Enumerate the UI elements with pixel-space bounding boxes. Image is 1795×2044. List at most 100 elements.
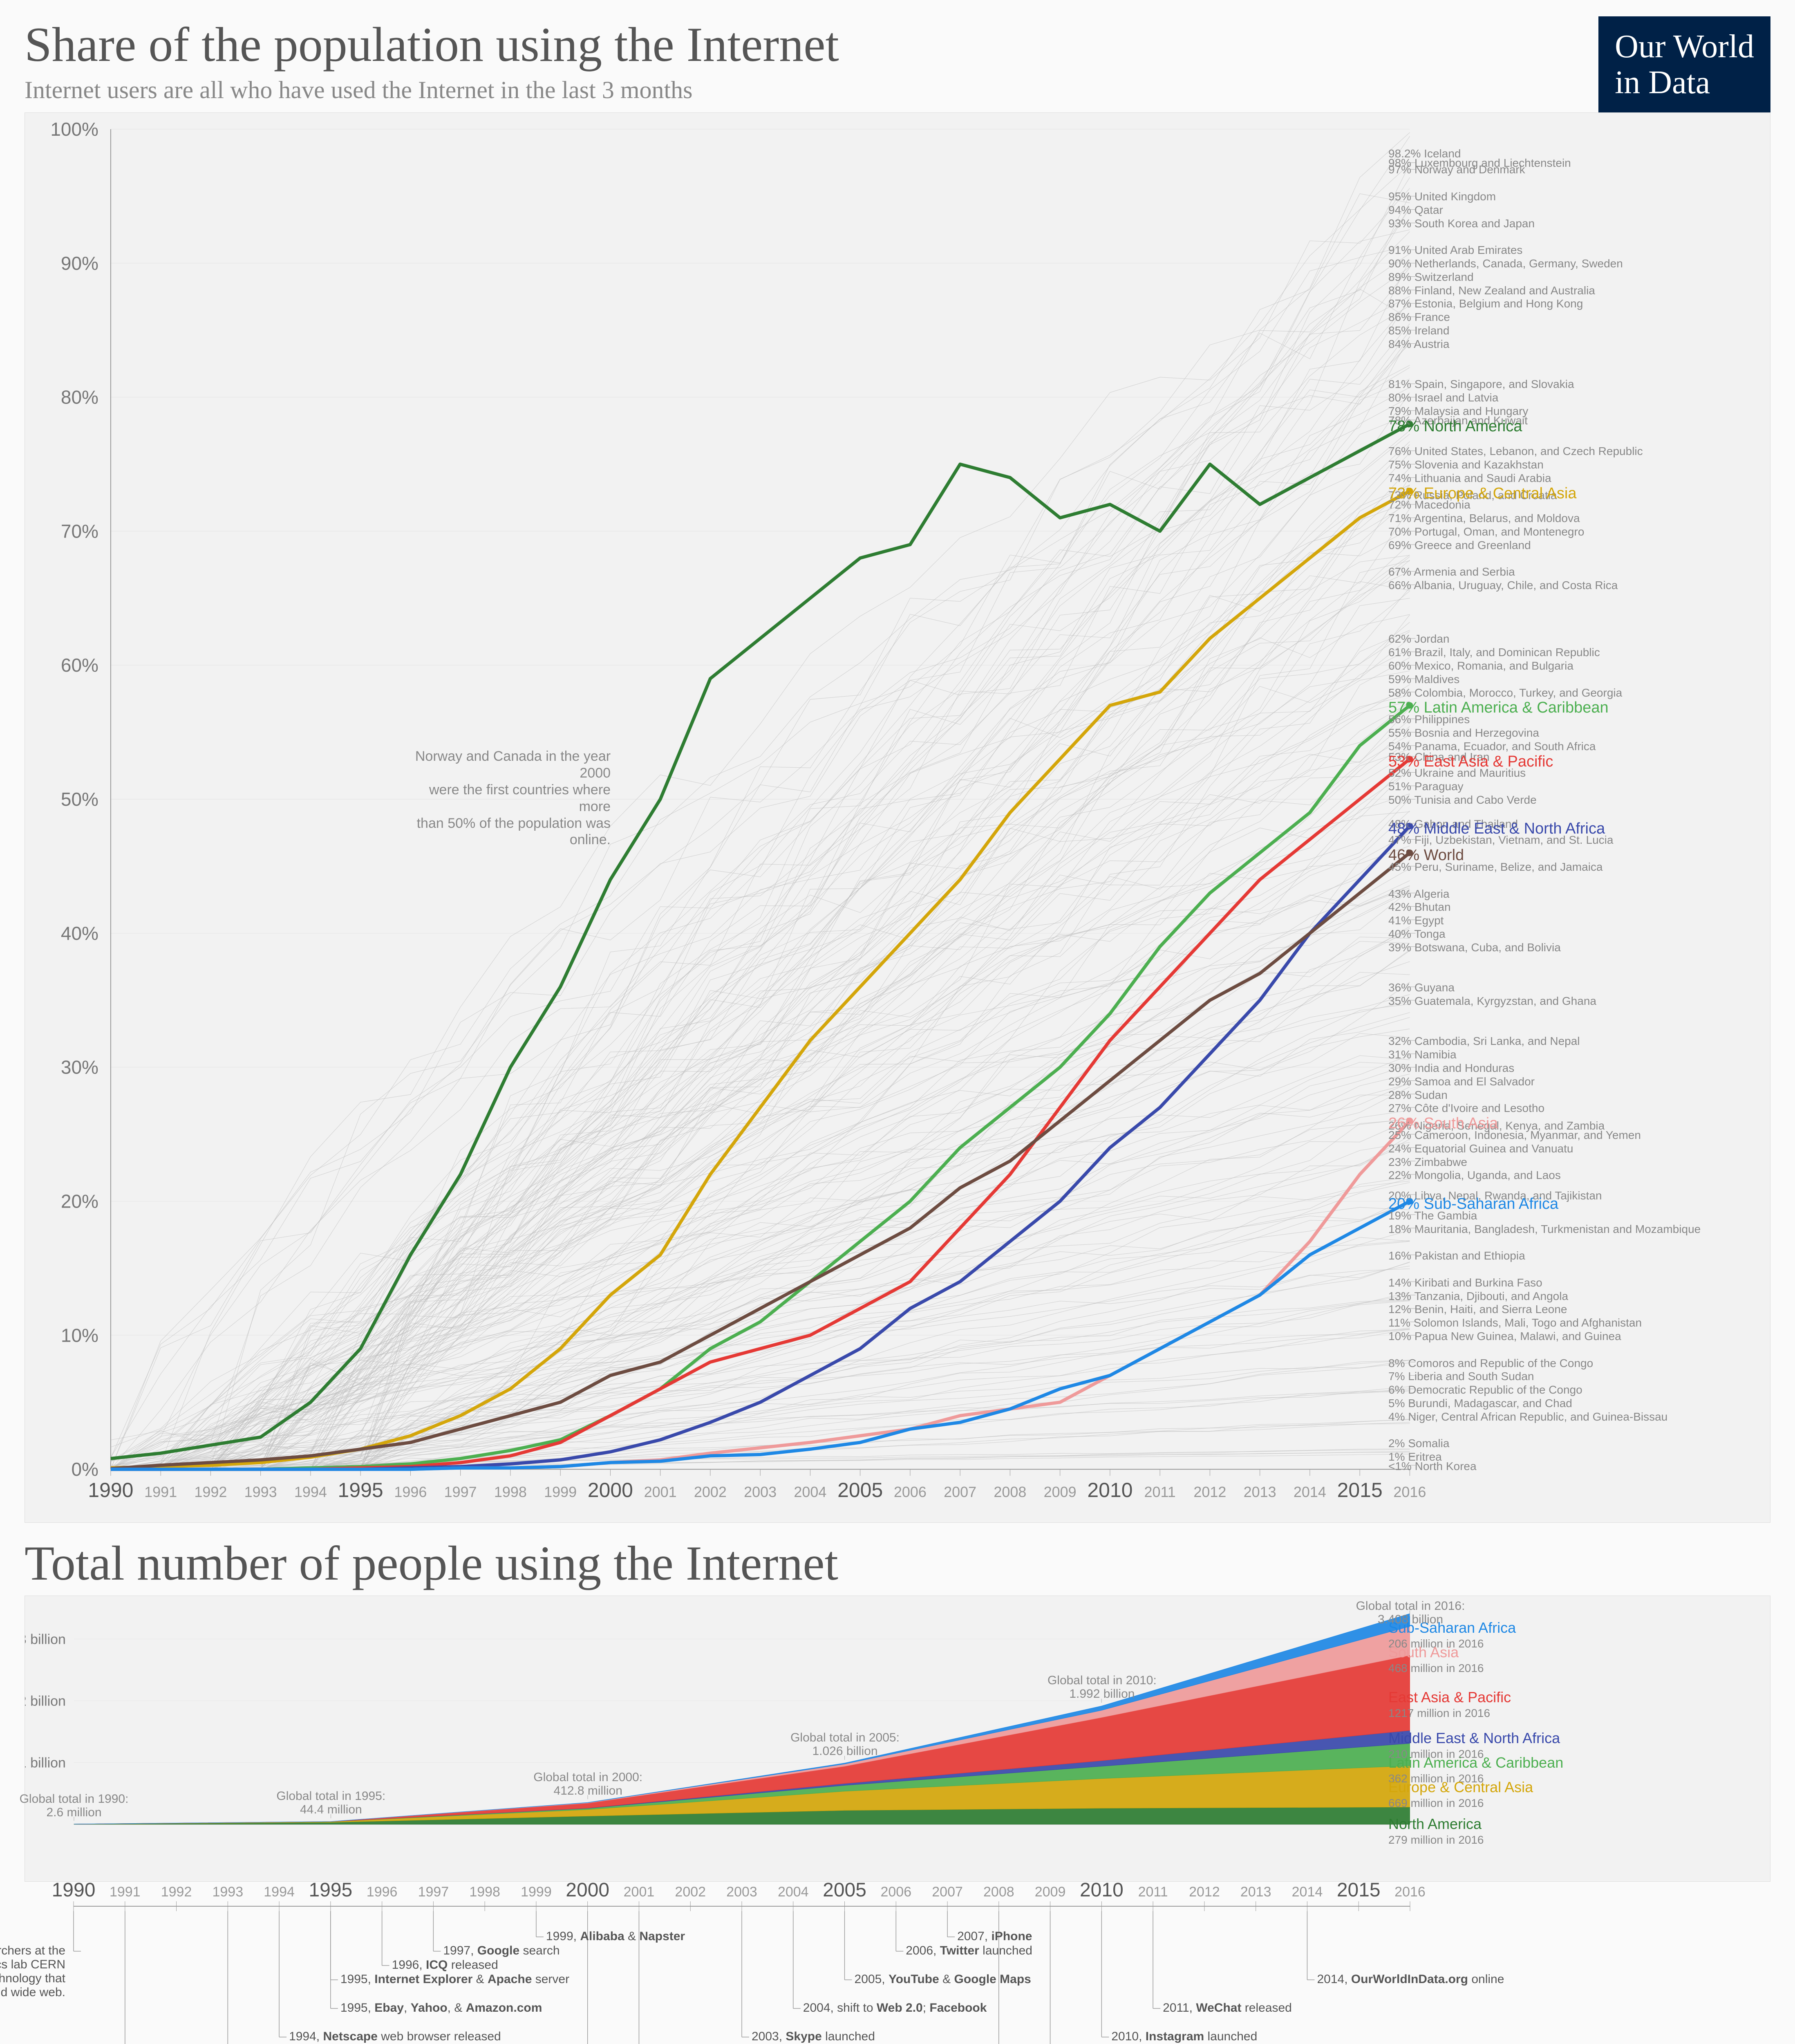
right-label: 22% Mongolia, Uganda, and Laos <box>1388 1169 1561 1181</box>
timeline-event: 1996, ICQ released <box>392 1958 498 1972</box>
svg-text:1994: 1994 <box>264 1884 295 1900</box>
svg-text:2009: 2009 <box>1044 1484 1077 1500</box>
right-label: 11% Solomon Islands, Mali, Togo and Afgh… <box>1388 1317 1642 1329</box>
svg-text:2011: 2011 <box>1144 1484 1175 1500</box>
right-label: 94% Qatar <box>1388 204 1443 216</box>
svg-text:2004: 2004 <box>778 1884 809 1900</box>
svg-text:2010: 2010 <box>1087 1479 1133 1502</box>
svg-text:2002: 2002 <box>694 1484 727 1500</box>
right-label: 90% Netherlands, Canada, Germany, Sweden <box>1388 258 1623 269</box>
country-labels-column: 98.2% Iceland98% Luxembourg and Liechten… <box>1386 113 1770 1522</box>
svg-text:2015: 2015 <box>1337 1882 1381 1901</box>
area-region-label: North America279 million in 2016 <box>1388 1817 1484 1846</box>
right-label: 2% Somalia <box>1388 1437 1449 1449</box>
svg-text:2014: 2014 <box>1294 1484 1326 1500</box>
svg-text:2012: 2012 <box>1193 1484 1226 1500</box>
svg-text:2008: 2008 <box>983 1884 1014 1900</box>
svg-text:40%: 40% <box>61 923 98 944</box>
area-total-annotation: Global total in 1990:2.6 million <box>17 1792 131 1819</box>
svg-text:2005: 2005 <box>837 1479 883 1502</box>
svg-text:1994: 1994 <box>294 1484 327 1500</box>
right-label: 10% Papua New Guinea, Malawi, and Guinea <box>1388 1330 1621 1342</box>
timeline-event: 2007, iPhone <box>957 1930 1032 1943</box>
svg-text:80%: 80% <box>61 387 98 408</box>
right-label: 46% World <box>1388 847 1464 864</box>
svg-text:100%: 100% <box>50 119 98 140</box>
svg-text:2011: 2011 <box>1138 1884 1168 1900</box>
right-label: 51% Paraguay <box>1388 780 1464 792</box>
main-line-chart: 0%10%20%30%40%50%60%70%80%90%100%1990199… <box>25 112 1770 1523</box>
svg-text:1 billion: 1 billion <box>25 1755 66 1771</box>
right-label: 26% South Asia <box>1388 1116 1498 1132</box>
area-total-annotation: Global total in 2010:1.992 billion <box>1045 1674 1159 1701</box>
right-label: 78% North America <box>1388 419 1522 435</box>
svg-text:1999: 1999 <box>544 1484 577 1500</box>
svg-text:2016: 2016 <box>1394 1884 1426 1900</box>
timeline-event: 2005, YouTube & Google Maps <box>855 1972 1031 1986</box>
timeline-event: 1995, Internet Explorer & Apache server <box>340 1972 569 1986</box>
svg-text:1997: 1997 <box>418 1884 449 1900</box>
right-label: 6% Democratic Republic of the Congo <box>1388 1384 1582 1396</box>
right-label: 12% Benin, Haiti, and Sierra Leone <box>1388 1303 1567 1315</box>
right-label: 20% Sub-Saharan Africa <box>1388 1196 1558 1213</box>
svg-text:50%: 50% <box>61 789 98 810</box>
right-label: 40% Tonga <box>1388 928 1446 940</box>
svg-text:1996: 1996 <box>394 1484 427 1500</box>
svg-text:2009: 2009 <box>1035 1884 1066 1900</box>
svg-text:1991: 1991 <box>110 1884 141 1900</box>
svg-text:2012: 2012 <box>1189 1884 1220 1900</box>
second-title: Total number of people using the Interne… <box>25 1535 1770 1591</box>
svg-text:60%: 60% <box>61 654 98 676</box>
right-label: 59% Maldives <box>1388 673 1459 685</box>
right-label: 75% Slovenia and Kazakhstan <box>1388 459 1544 471</box>
svg-text:2014: 2014 <box>1292 1884 1323 1900</box>
svg-text:2 billion: 2 billion <box>25 1693 66 1709</box>
svg-text:2003: 2003 <box>726 1884 757 1900</box>
svg-text:1996: 1996 <box>367 1884 398 1900</box>
area-region-label: Europe & Central Asia669 million in 2016 <box>1388 1780 1533 1809</box>
right-label: 24% Equatorial Guinea and Vanuatu <box>1388 1143 1573 1154</box>
svg-text:1992: 1992 <box>161 1884 192 1900</box>
right-label: 13% Tanzania, Djibouti, and Angola <box>1388 1290 1568 1302</box>
svg-text:1999: 1999 <box>521 1884 552 1900</box>
svg-text:2013: 2013 <box>1244 1484 1276 1500</box>
right-label: 97% Norway and Denmark <box>1388 164 1525 175</box>
main-title: Share of the population using the Intern… <box>25 16 1770 73</box>
svg-text:1990: 1990 <box>52 1882 96 1901</box>
right-label: 66% Albania, Uruguay, Chile, and Costa R… <box>1388 579 1618 591</box>
right-label: 93% South Korea and Japan <box>1388 217 1535 229</box>
svg-text:20%: 20% <box>61 1190 98 1212</box>
area-total-annotation: Global total in 2005:1.026 billion <box>788 1731 902 1758</box>
area-labels-column: Sub-Saharan Africa206 million in 2016Sou… <box>1386 1596 1770 1881</box>
timeline-event: 1994, Netscape web browser released <box>289 2030 501 2044</box>
right-label: 62% Jordan <box>1388 633 1449 645</box>
right-label: 70% Portugal, Oman, and Montenegro <box>1388 526 1584 538</box>
timeline-event: before 1991, researchers at the European… <box>0 1944 65 1999</box>
svg-text:2010: 2010 <box>1080 1882 1124 1901</box>
svg-text:90%: 90% <box>61 253 98 274</box>
right-label: 58% Colombia, Morocco, Turkey, and Georg… <box>1388 687 1622 699</box>
right-label: 81% Spain, Singapore, and Slovakia <box>1388 378 1574 390</box>
right-label: 60% Mexico, Romania, and Bulgaria <box>1388 660 1573 672</box>
right-label: 53% East Asia & Pacific <box>1388 754 1553 770</box>
right-label: 28% Sudan <box>1388 1089 1448 1101</box>
timeline-event: 2003, Skype launched <box>752 2030 875 2044</box>
right-label: 8% Comoros and Republic of the Congo <box>1388 1357 1593 1369</box>
timeline-event: 2014, OurWorldInData.org online <box>1317 1972 1504 1986</box>
right-label: 27% Côte d'Ivoire and Lesotho <box>1388 1102 1544 1114</box>
svg-text:2002: 2002 <box>675 1884 706 1900</box>
svg-text:1992: 1992 <box>194 1484 227 1500</box>
right-label: 55% Bosnia and Herzegovina <box>1388 727 1539 739</box>
svg-text:2000: 2000 <box>588 1479 633 1502</box>
svg-text:2001: 2001 <box>644 1484 677 1500</box>
timeline-event: 1999, Alibaba & Napster <box>546 1930 685 1943</box>
timeline-event: 2006, Twitter launched <box>906 1944 1032 1958</box>
timeline: 1990199119921993199419951996199719981999… <box>25 1882 1770 2044</box>
svg-text:1993: 1993 <box>212 1884 243 1900</box>
svg-text:1995: 1995 <box>309 1882 352 1901</box>
svg-text:0%: 0% <box>71 1459 98 1480</box>
area-region-label: East Asia & Pacific1217 million in 2016 <box>1388 1690 1511 1719</box>
timeline-event: 1995, Ebay, Yahoo, & Amazon.com <box>340 2001 542 2015</box>
right-label: 74% Lithuania and Saudi Arabia <box>1388 472 1551 484</box>
right-label: 85% Ireland <box>1388 325 1449 336</box>
